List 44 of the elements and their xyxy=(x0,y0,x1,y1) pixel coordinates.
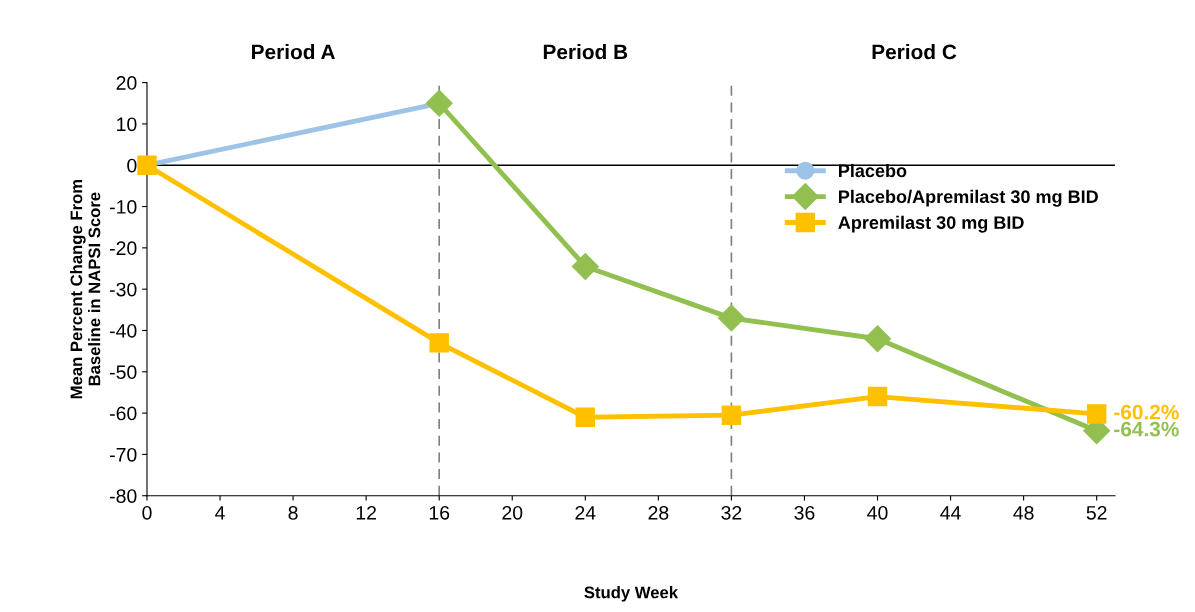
y-tick-label: 10 xyxy=(117,117,137,132)
x-tick-label: 44 xyxy=(940,506,961,520)
text: Period C xyxy=(872,43,957,60)
y-tick-label: -10 xyxy=(110,200,137,214)
y-tick-label: -30 xyxy=(110,282,137,297)
x-tick-label: 28 xyxy=(648,505,669,520)
legend-label: Placebo/Apremilast 30 mg BID xyxy=(839,189,1098,207)
x-tick-label: 4 xyxy=(215,506,225,520)
point xyxy=(864,325,891,353)
x-tick-label: 24 xyxy=(575,505,596,520)
data-label: -60.2% xyxy=(1114,404,1179,420)
y-tick-label: 0 xyxy=(127,158,137,173)
x-tick-label: 40 xyxy=(867,505,888,520)
y-tick-label: -60 xyxy=(110,406,137,421)
y-tick-label: -70 xyxy=(110,447,137,462)
y-tick-label: -40 xyxy=(110,323,137,338)
x-tick-label: 32 xyxy=(721,505,742,520)
point xyxy=(429,333,449,353)
point xyxy=(1086,404,1107,424)
y-tick-label: 20 xyxy=(116,76,137,90)
point xyxy=(721,405,742,425)
x-tick-label: 20 xyxy=(502,505,523,520)
x-tick-label: 8 xyxy=(288,505,298,520)
x-tick-label: 36 xyxy=(794,505,815,520)
x-tick-label: 0 xyxy=(142,505,152,520)
x-tick-label: 52 xyxy=(1086,505,1107,520)
point xyxy=(867,386,888,407)
text: Period A xyxy=(252,43,335,60)
x-axis-title: Study Week xyxy=(584,586,679,602)
legend-label: Apremilast 30 mg BID xyxy=(838,215,1024,233)
point xyxy=(717,304,745,332)
x-tick-label: 48 xyxy=(1013,505,1034,520)
point xyxy=(575,407,596,427)
data-label: -64.3% xyxy=(1114,421,1179,437)
point xyxy=(571,252,599,280)
y-tick-label: -20 xyxy=(110,241,137,256)
point xyxy=(425,89,453,117)
y-tick-label: -80 xyxy=(110,489,137,503)
y-axis-title: Mean Percent Change From Baseline in NAPSI Score xyxy=(70,179,101,399)
x-tick-label: 16 xyxy=(429,505,450,520)
y-tick-label: -50 xyxy=(110,365,137,380)
text: Period B xyxy=(543,43,628,60)
legend-label: Placebo xyxy=(839,163,907,178)
x-tick-label: 12 xyxy=(356,505,376,520)
